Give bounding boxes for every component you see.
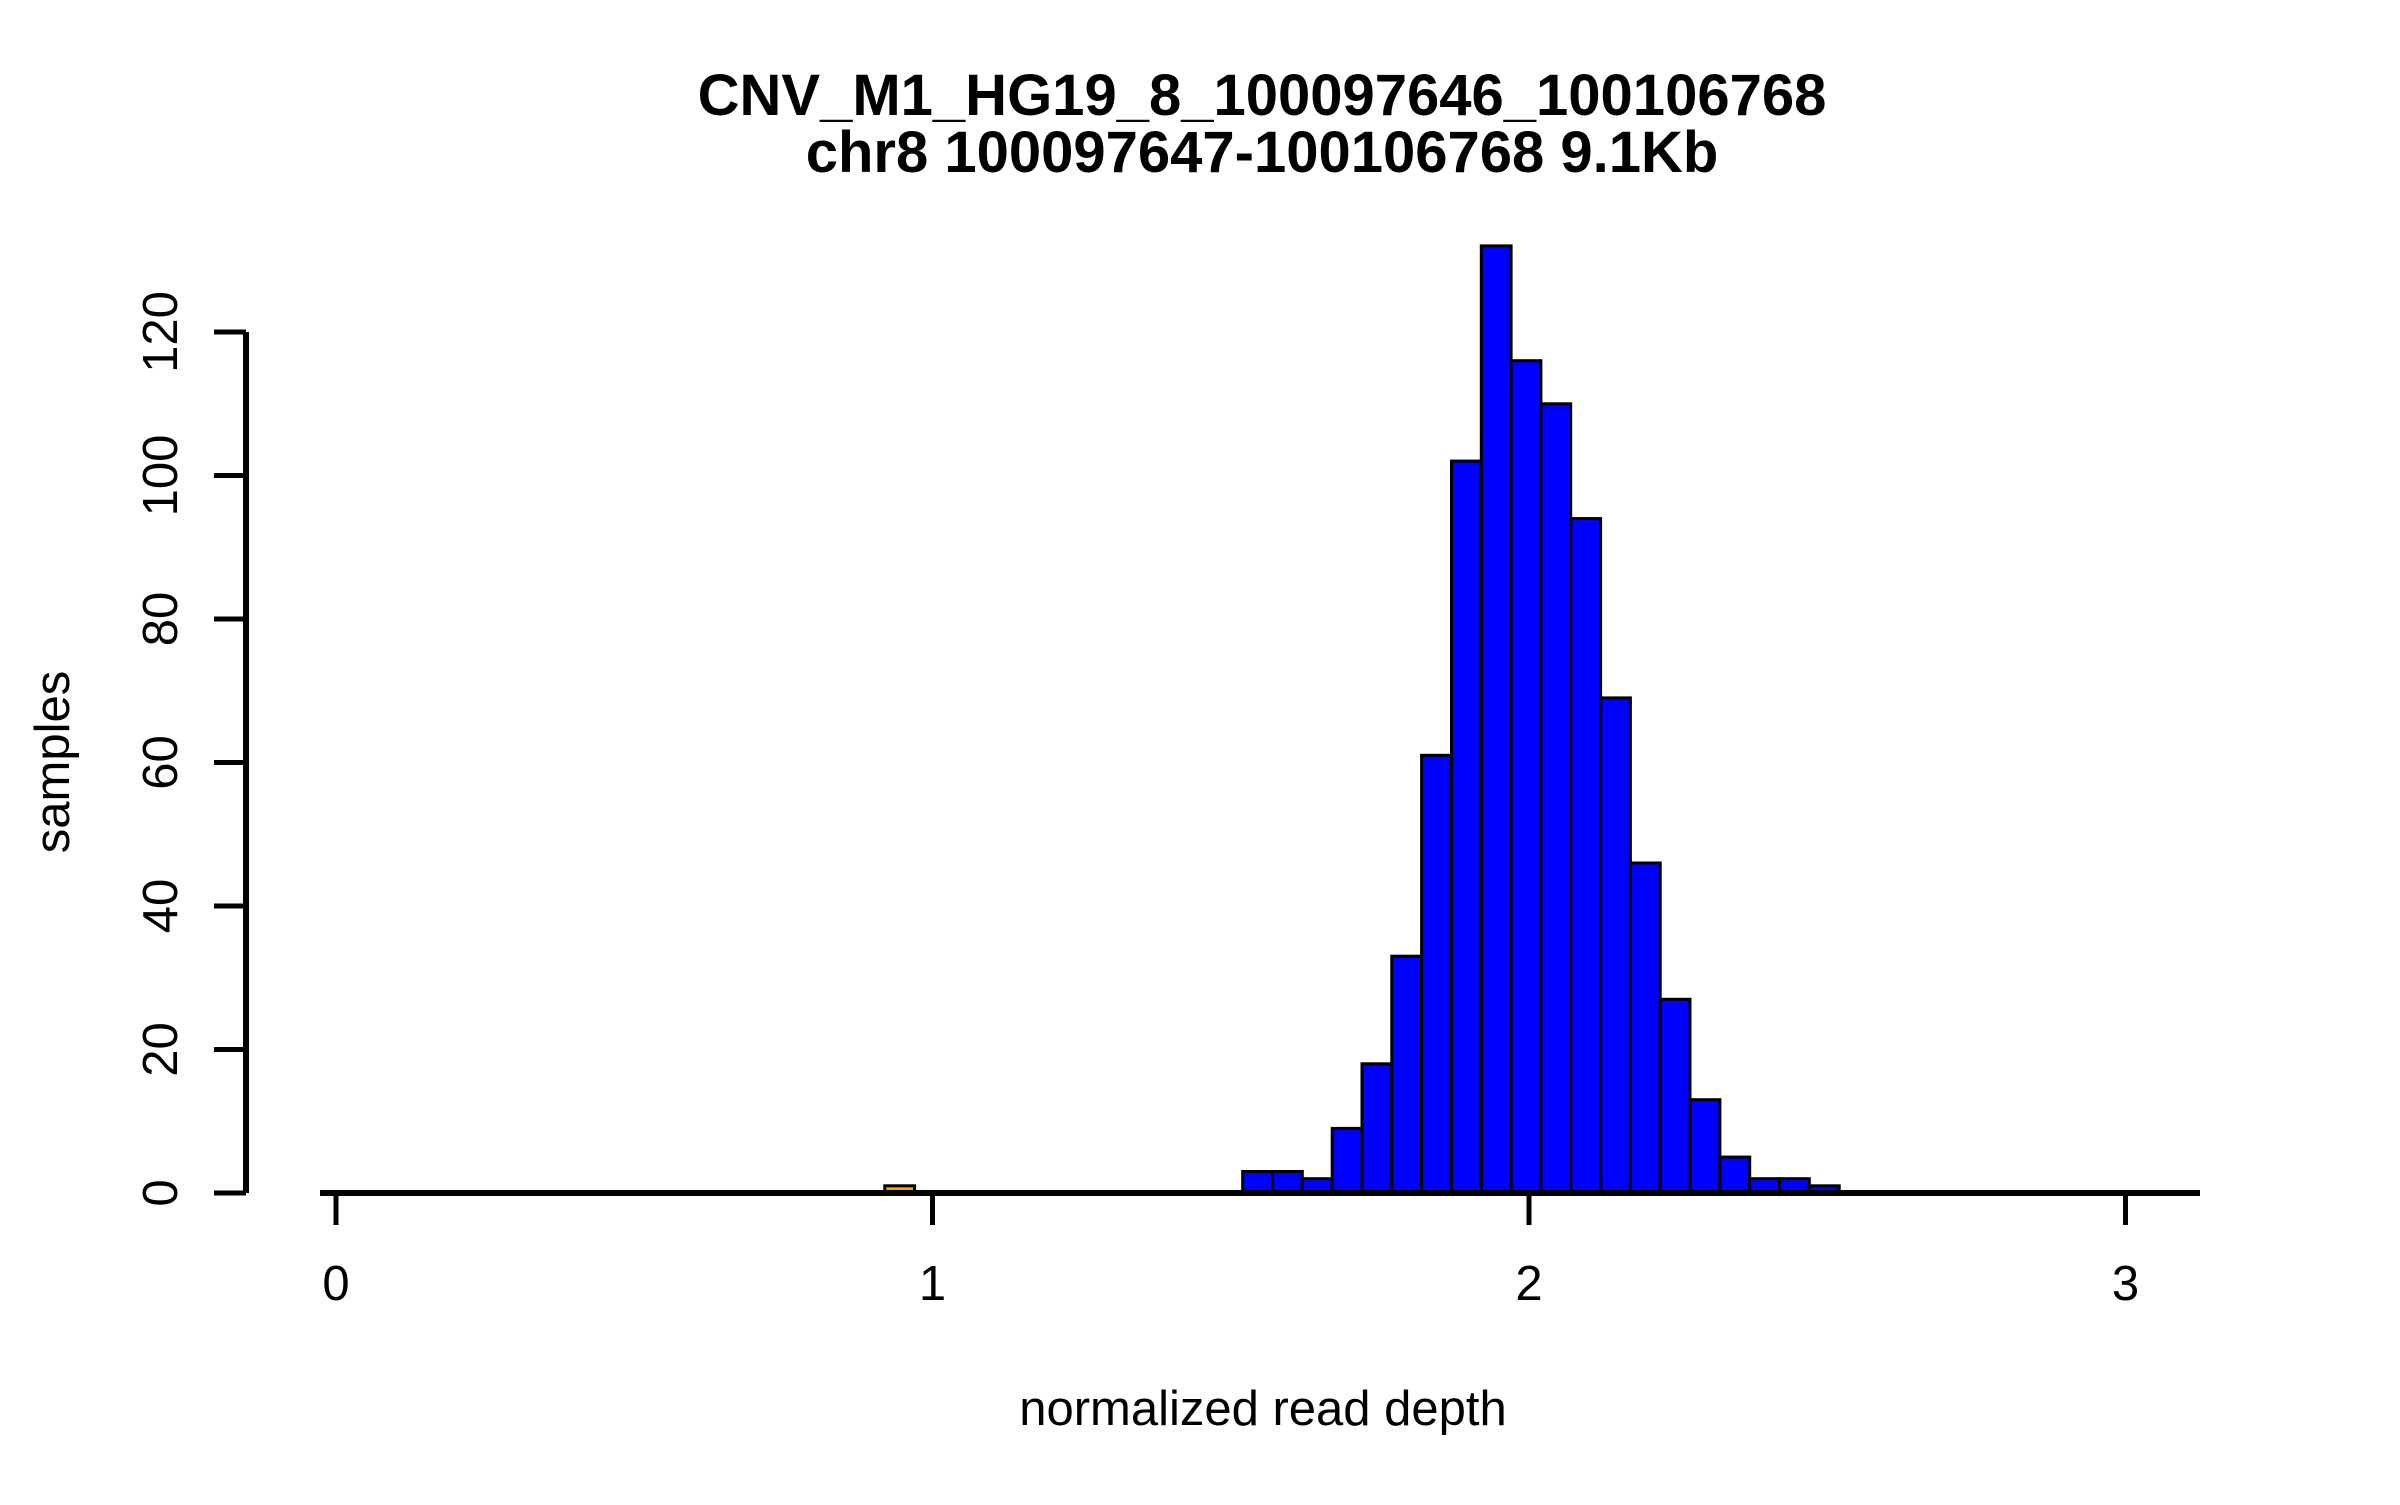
y-tick-label: 60: [134, 735, 188, 790]
histogram-bar: [1718, 1155, 1752, 1195]
histogram-bar: [1420, 753, 1453, 1195]
y-tick-label: 100: [134, 435, 188, 517]
x-axis: 0 1 2 3: [320, 1190, 2200, 1311]
y-tick-label: 0: [134, 1179, 188, 1206]
histogram-bar: [1569, 517, 1603, 1195]
histogram-bar: [1539, 402, 1573, 1195]
histogram-bar: [1599, 696, 1632, 1195]
x-axis-label: normalized read depth: [1019, 1382, 1507, 1436]
y-tick-label: 20: [134, 1022, 188, 1077]
x-tick-label: 1: [919, 1257, 946, 1311]
histogram-bar: [1658, 997, 1692, 1195]
histogram-bar: [1390, 954, 1424, 1195]
plot-title-line1: CNV_M1_HG19_8_100097646_100106768: [698, 63, 1827, 128]
x-tick-label: 0: [322, 1257, 349, 1311]
histogram-bar: [1271, 1170, 1304, 1195]
y-tick-label: 120: [134, 291, 188, 373]
y-axis-label: samples: [26, 671, 80, 853]
y-tick-label: 40: [134, 879, 188, 934]
histogram-bar: [1688, 1098, 1722, 1195]
histogram-bars: [883, 244, 1841, 1195]
x-tick-label: 3: [2112, 1257, 2139, 1311]
histogram-bar: [1628, 861, 1662, 1195]
histogram-bar: [1360, 1062, 1394, 1195]
histogram-bar: [1241, 1170, 1274, 1195]
histogram-bar: [1479, 244, 1513, 1195]
histogram-bar: [1509, 359, 1543, 1195]
histogram-bar: [1450, 459, 1483, 1195]
y-tick-label: 80: [134, 592, 188, 647]
plot-title-line2: chr8 100097647-100106768 9.1Kb: [806, 120, 1719, 185]
histogram-bar: [1330, 1126, 1364, 1195]
y-axis: 0 20 40 60 80 100 120: [134, 291, 249, 1207]
x-tick-label: 2: [1515, 1257, 1542, 1311]
